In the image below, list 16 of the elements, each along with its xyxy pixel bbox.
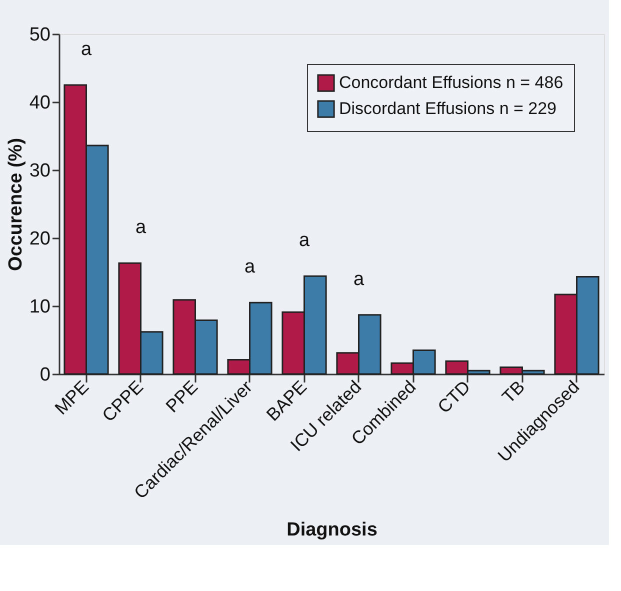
y-axis-title: Occurence (%) <box>5 138 26 272</box>
annotation: a <box>244 256 256 278</box>
y-tick-label: 0 <box>40 364 50 386</box>
y-tick-label: 10 <box>29 296 50 318</box>
annotation: a <box>353 268 364 290</box>
x-axis-title: Diagnosis <box>286 520 378 541</box>
annotation: a <box>80 39 92 60</box>
y-tick-label: 20 <box>29 228 50 250</box>
legend-label: Concordant Effusions n = 486 <box>339 73 564 92</box>
y-tick-label: 50 <box>29 24 50 46</box>
annotation: a <box>298 230 310 252</box>
y-tick-label: 40 <box>29 92 50 114</box>
y-tick-label: 30 <box>29 160 50 182</box>
x-tick-label: CTD <box>434 376 474 418</box>
annotation: a <box>135 217 146 238</box>
legend-label: Discordant Effusions n = 229 <box>339 99 557 118</box>
